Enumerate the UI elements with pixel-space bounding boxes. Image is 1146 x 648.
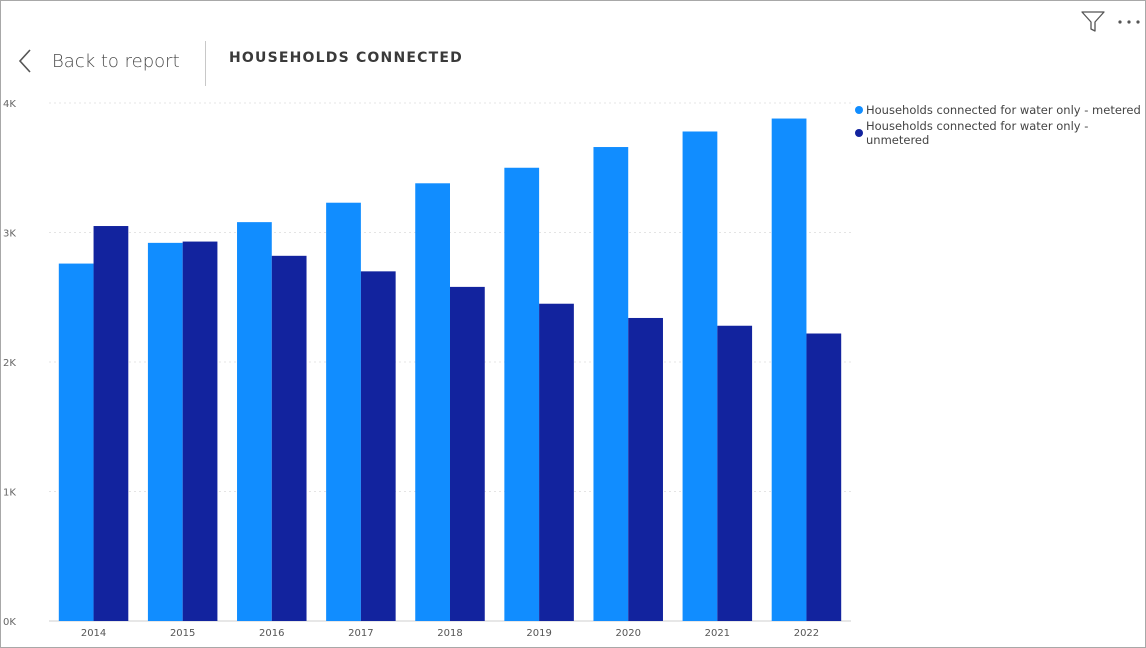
- x-tick-label: 2022: [794, 628, 819, 639]
- x-tick-label: 2019: [526, 628, 551, 639]
- y-tick-label: 4K: [3, 99, 16, 110]
- y-tick-label: 2K: [3, 358, 16, 369]
- bar-metered[interactable]: [771, 118, 807, 621]
- bar-unmetered[interactable]: [182, 241, 218, 621]
- legend-item-unmetered[interactable]: Households connected for water only - un…: [855, 118, 1146, 147]
- bar-unmetered[interactable]: [628, 317, 663, 621]
- legend-item-metered[interactable]: Households connected for water only - me…: [855, 98, 1146, 121]
- legend-marker-unmetered: [855, 128, 863, 137]
- chevron-left-icon: [18, 49, 31, 73]
- bar-metered[interactable]: [237, 222, 272, 621]
- x-tick-label: 2018: [437, 628, 462, 639]
- x-tick-label: 2016: [259, 628, 284, 639]
- bar-unmetered[interactable]: [450, 286, 485, 621]
- legend-label-metered: Households connected for water only - me…: [866, 102, 1141, 117]
- page-title: HOUSEHOLDS CONNECTED: [229, 50, 463, 66]
- bar-unmetered[interactable]: [806, 333, 842, 621]
- x-tick-label: 2015: [170, 628, 195, 639]
- visual-header-icons: [1080, 9, 1142, 35]
- bar-metered[interactable]: [326, 202, 361, 621]
- more-options-icon[interactable]: [1116, 9, 1142, 35]
- bar-unmetered[interactable]: [271, 255, 307, 621]
- bar-unmetered[interactable]: [360, 271, 396, 621]
- x-tick-label: 2017: [348, 628, 373, 639]
- x-tick-label: 2014: [81, 628, 106, 639]
- bar-metered[interactable]: [58, 263, 94, 621]
- bar-metered[interactable]: [415, 183, 450, 622]
- x-tick-label: 2021: [705, 628, 730, 639]
- y-tick-label: 3K: [3, 229, 16, 240]
- bar-metered[interactable]: [593, 147, 629, 621]
- chart-legend: Households connected for water only - me…: [855, 98, 1146, 147]
- bar-unmetered[interactable]: [717, 325, 753, 621]
- bar-unmetered[interactable]: [93, 226, 129, 621]
- y-tick-label: 1K: [3, 488, 16, 499]
- filter-icon[interactable]: [1080, 9, 1106, 35]
- bar-metered[interactable]: [504, 167, 540, 621]
- bar-unmetered[interactable]: [539, 303, 574, 621]
- header-divider: [205, 41, 206, 86]
- back-to-report-button[interactable]: Back to report: [18, 44, 180, 78]
- back-to-report-label: Back to report: [52, 50, 180, 72]
- legend-marker-metered: [855, 105, 863, 114]
- legend-label-unmetered: Households connected for water only - un…: [866, 118, 1089, 147]
- y-tick-label: 0K: [3, 617, 16, 628]
- bar-metered[interactable]: [682, 131, 718, 622]
- x-tick-label: 2020: [615, 628, 640, 639]
- bar-metered[interactable]: [147, 242, 183, 622]
